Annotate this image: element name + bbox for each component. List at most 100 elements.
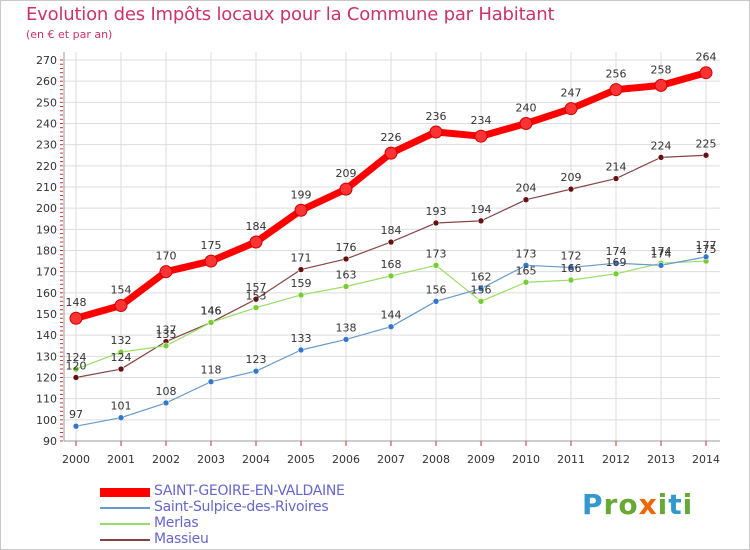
data-label: 159	[291, 277, 312, 290]
proxiti-logo: Proxiti	[582, 488, 693, 521]
data-point	[114, 299, 128, 313]
data-point	[522, 196, 530, 203]
x-tick-label: 2010	[512, 453, 540, 466]
data-label: 225	[696, 137, 717, 150]
y-tick-label: 270	[36, 54, 57, 67]
data-label: 162	[471, 271, 492, 284]
data-label: 234	[471, 114, 492, 127]
data-point	[657, 262, 665, 269]
data-point	[252, 304, 260, 311]
x-tick-label: 2004	[242, 453, 270, 466]
y-tick-label: 130	[36, 350, 57, 363]
data-label: 184	[381, 224, 402, 237]
data-label: 177	[696, 239, 717, 252]
data-label: 224	[651, 139, 672, 152]
legend-label: Saint-Sulpice-des-Rivoires	[154, 499, 329, 515]
x-tick-label: 2008	[422, 453, 450, 466]
chart-subtitle: (en € et par an)	[26, 28, 113, 41]
data-label: 204	[516, 182, 537, 195]
data-point	[432, 297, 440, 305]
data-point	[72, 422, 80, 430]
data-label: 170	[156, 250, 177, 263]
x-tick-label: 2003	[197, 453, 225, 466]
data-label: 133	[291, 332, 312, 345]
logo-letter: P	[582, 488, 604, 521]
data-label: 146	[201, 304, 222, 317]
data-label: 157	[246, 281, 267, 294]
data-label: 124	[111, 351, 132, 364]
data-point	[477, 297, 485, 305]
y-tick-label: 170	[36, 266, 57, 279]
data-label: 132	[111, 334, 132, 347]
data-point	[342, 255, 350, 263]
data-label: 176	[336, 241, 357, 254]
x-tick-label: 2013	[647, 453, 675, 466]
data-point	[339, 182, 353, 196]
y-tick-label: 230	[36, 139, 57, 152]
data-point	[477, 217, 485, 225]
legend-label: Merlas	[154, 515, 199, 531]
data-label: 256	[606, 68, 627, 81]
y-tick-label: 110	[36, 393, 57, 406]
x-tick-label: 2014	[692, 453, 720, 466]
data-point	[252, 295, 260, 303]
legend-swatch	[100, 507, 150, 509]
data-point	[612, 259, 620, 267]
y-tick-label: 210	[36, 181, 57, 194]
data-point	[387, 272, 395, 280]
data-point	[384, 146, 398, 160]
data-label: 199	[291, 188, 312, 201]
data-label: 171	[291, 252, 312, 265]
data-point	[432, 262, 440, 269]
logo-letter: o	[618, 488, 639, 521]
data-label: 174	[651, 245, 672, 258]
data-point	[657, 154, 665, 161]
data-point	[342, 336, 350, 343]
data-label: 97	[69, 408, 83, 421]
y-tick-label: 200	[36, 202, 57, 215]
y-tick-label: 150	[36, 308, 57, 321]
data-label: 226	[381, 131, 402, 144]
logo-letter: r	[603, 488, 619, 521]
data-label: 258	[651, 63, 672, 76]
y-tick-label: 100	[36, 414, 57, 427]
data-label: 156	[471, 283, 492, 296]
y-tick-label: 90	[43, 435, 57, 448]
data-label: 166	[561, 262, 582, 275]
data-point	[612, 175, 620, 182]
data-point	[519, 117, 533, 130]
data-point	[162, 342, 170, 350]
x-tick-label: 2007	[377, 453, 405, 466]
y-tick-label: 160	[36, 287, 57, 300]
legend-swatch	[100, 523, 150, 525]
data-label: 108	[156, 385, 177, 398]
logo-letter: i	[657, 488, 669, 521]
data-label: 101	[111, 400, 132, 413]
data-point	[612, 270, 620, 278]
data-point	[702, 253, 710, 261]
y-tick-label: 240	[36, 118, 57, 131]
data-point	[432, 219, 440, 227]
data-label: 156	[426, 283, 447, 296]
x-tick-label: 2011	[557, 453, 585, 466]
data-point	[294, 203, 308, 217]
data-label: 209	[561, 171, 582, 184]
data-point	[249, 235, 263, 249]
chart-title: Evolution des Impôts locaux pour la Comm…	[26, 4, 555, 25]
data-label: 169	[606, 256, 627, 269]
data-point	[522, 278, 530, 286]
y-tick-label: 140	[36, 329, 57, 342]
y-tick-label: 120	[36, 372, 57, 385]
data-point	[159, 265, 173, 279]
y-tick-label: 180	[36, 245, 57, 258]
data-label: 193	[426, 205, 447, 218]
y-tick-label: 220	[36, 160, 57, 173]
data-point	[567, 276, 575, 284]
data-point	[474, 129, 488, 143]
data-point	[387, 323, 395, 331]
logo-letter: t	[668, 488, 683, 521]
data-label: 194	[471, 203, 492, 216]
data-label: 173	[516, 247, 537, 260]
data-point	[117, 348, 125, 356]
x-tick-label: 2005	[287, 453, 315, 466]
